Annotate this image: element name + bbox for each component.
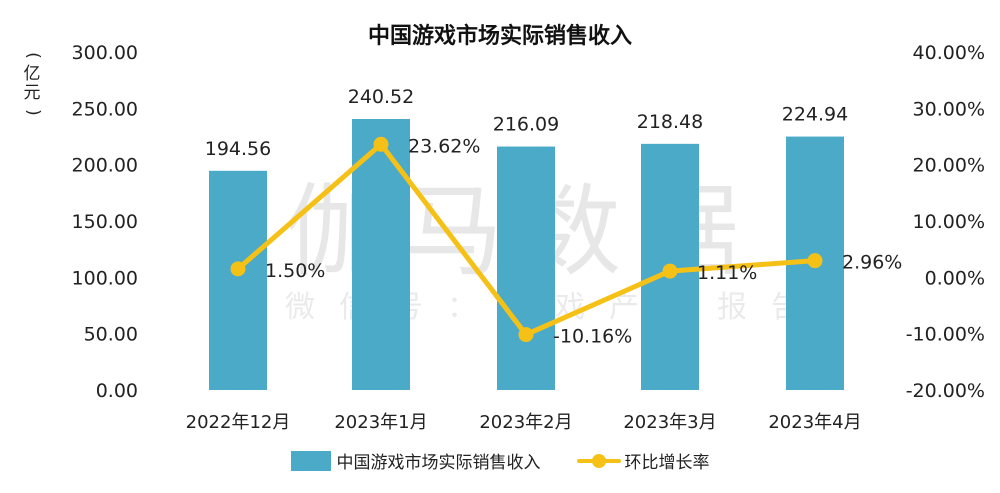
- legend-item-growth[interactable]: 环比增长率: [576, 448, 710, 473]
- growth-rate-label: 1.11%: [697, 262, 757, 284]
- chart-title: 中国游戏市场实际销售收入: [367, 24, 632, 49]
- growth-rate-label: 1.50%: [265, 260, 325, 282]
- left-axis-tick: 250.00: [72, 98, 138, 120]
- x-axis-category-label: 2022年12月: [186, 412, 291, 433]
- bar-value-label: 218.48: [637, 111, 703, 133]
- legend-label-growth: 环比增长率: [624, 453, 710, 473]
- x-axis-category-label: 2023年1月: [334, 412, 427, 433]
- bar-value-label: 224.94: [782, 104, 848, 126]
- bar-value-label: 194.56: [205, 138, 271, 160]
- growth-rate-marker[interactable]: [518, 327, 534, 343]
- growth-rate-label: -10.16%: [553, 326, 632, 348]
- left-axis-tick: 50.00: [84, 324, 138, 346]
- right-axis-tick: -20.00%: [906, 380, 985, 402]
- bar-value-label: 216.09: [493, 114, 559, 136]
- right-axis-tick: -10.00%: [906, 324, 985, 346]
- legend: 中国游戏市场实际销售收入 环比增长率: [0, 448, 1000, 473]
- growth-rate-marker[interactable]: [662, 263, 678, 279]
- left-axis-tick: 150.00: [72, 211, 138, 233]
- legend-line-marker-icon: [576, 451, 621, 471]
- left-axis-tick: 200.00: [72, 155, 138, 177]
- right-axis-tick: 40.00%: [913, 42, 985, 64]
- x-axis-category-label: 2023年4月: [768, 412, 861, 433]
- growth-rate-marker[interactable]: [230, 261, 246, 277]
- bar-revenue[interactable]: [209, 170, 267, 390]
- left-axis-tick: 0.00: [96, 380, 138, 402]
- left-axis-tick: 300.00: [72, 42, 138, 64]
- x-axis-category-label: 2023年2月: [479, 412, 572, 433]
- growth-rate-label: 2.96%: [842, 252, 902, 274]
- x-axis-category-label: 2023年3月: [623, 412, 716, 433]
- growth-rate-marker[interactable]: [373, 136, 389, 152]
- bar-value-label: 240.52: [348, 86, 414, 108]
- left-axis-tick: 100.00: [72, 267, 138, 289]
- right-axis-tick: 30.00%: [913, 98, 985, 120]
- legend-label-revenue: 中国游戏市场实际销售收入: [336, 453, 541, 473]
- bar-revenue[interactable]: [497, 146, 555, 390]
- left-axis-unit-label: ( 亿元 ): [22, 52, 43, 116]
- growth-rate-label: 23.62%: [408, 135, 480, 157]
- right-axis-tick: 20.00%: [913, 155, 985, 177]
- right-axis-tick: 0.00%: [925, 267, 985, 289]
- legend-bar-swatch-icon: [290, 450, 331, 471]
- right-axis-tick: 10.00%: [913, 211, 985, 233]
- growth-rate-marker[interactable]: [807, 253, 823, 269]
- legend-item-revenue[interactable]: 中国游戏市场实际销售收入: [290, 448, 541, 473]
